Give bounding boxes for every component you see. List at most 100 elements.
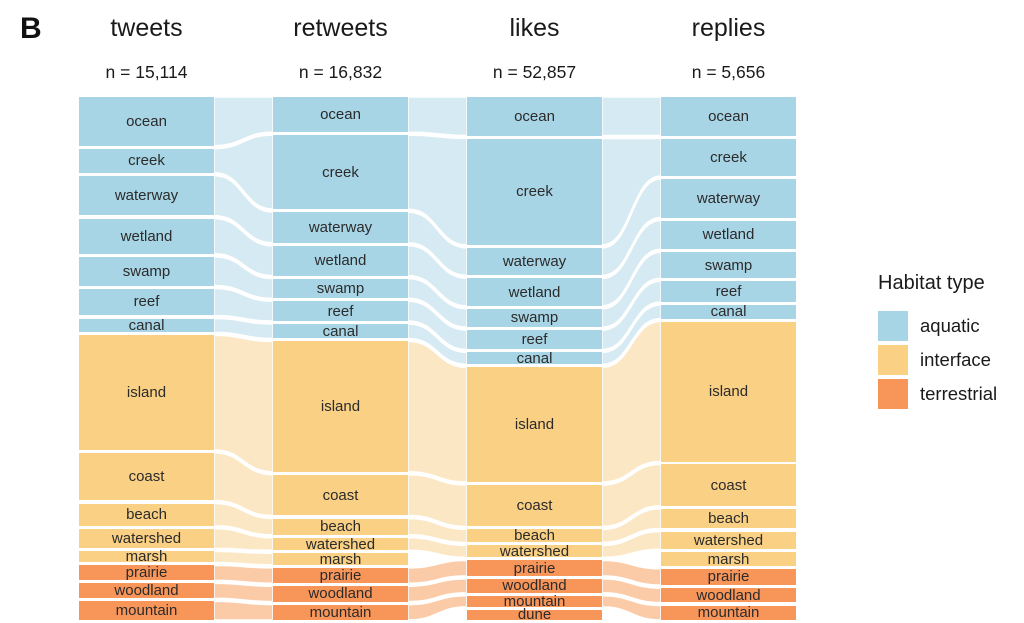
- node-waterway: waterway: [661, 179, 796, 218]
- node-label: wetland: [120, 227, 173, 245]
- flow-creek: [601, 137, 662, 246]
- node-label: creek: [128, 152, 165, 170]
- terrestrial-swatch: [878, 379, 908, 409]
- node-label: swamp: [704, 256, 753, 274]
- node-swamp: swamp: [273, 278, 408, 299]
- node-ocean: ocean: [273, 97, 408, 133]
- column-header-retweets: retweets: [293, 14, 388, 42]
- node-prairie: prairie: [273, 567, 408, 584]
- flow-beach: [601, 508, 662, 544]
- flow-canal: [601, 304, 662, 366]
- flow-canal: [213, 317, 274, 340]
- node-wetland: wetland: [467, 278, 602, 306]
- flow-watershed: [407, 537, 468, 559]
- node-label: waterway: [308, 218, 373, 236]
- flow-ocean: [213, 96, 274, 147]
- node-ocean: ocean: [79, 97, 214, 146]
- node-ocean: ocean: [467, 97, 602, 136]
- node-creek: creek: [661, 138, 796, 176]
- node-island: island: [467, 367, 602, 482]
- node-reef: reef: [273, 301, 408, 321]
- flow-swamp: [407, 277, 468, 328]
- node-beach: beach: [467, 528, 602, 543]
- node-waterway: waterway: [79, 175, 214, 216]
- flow-prairie: [407, 559, 468, 584]
- flow-coast: [213, 452, 274, 517]
- node-ocean: ocean: [661, 97, 796, 136]
- node-label: reef: [327, 302, 354, 320]
- flow-coast: [601, 463, 662, 528]
- node-label: woodland: [308, 585, 373, 603]
- node-label: creek: [322, 163, 359, 181]
- node-woodland: woodland: [273, 585, 408, 603]
- flow-reef: [213, 287, 274, 322]
- node-island: island: [79, 335, 214, 450]
- node-creek: creek: [79, 148, 214, 173]
- node-label: marsh: [707, 550, 750, 568]
- flow-wetland: [407, 245, 468, 307]
- node-label: mountain: [697, 604, 760, 622]
- node-watershed: watershed: [661, 531, 796, 550]
- node-swamp: swamp: [467, 308, 602, 328]
- node-prairie: prairie: [467, 559, 602, 577]
- legend-item-interface: interface: [876, 345, 1024, 375]
- flow-island: [213, 334, 274, 473]
- node-label: island: [126, 384, 167, 402]
- node-label: swamp: [122, 262, 171, 280]
- node-reef: reef: [79, 288, 214, 316]
- node-marsh: marsh: [79, 548, 214, 566]
- node-label: coast: [128, 468, 165, 486]
- node-label: beach: [126, 506, 167, 524]
- flow-waterway: [407, 211, 468, 277]
- flow-prairie: [213, 564, 274, 584]
- node-label: swamp: [510, 309, 559, 327]
- node-label: creek: [516, 183, 553, 201]
- flow-beach: [213, 502, 274, 536]
- column-header-likes: likes: [509, 14, 560, 42]
- flow-mountain: [407, 595, 468, 621]
- flow-woodland: [601, 578, 662, 604]
- flow-ocean: [407, 96, 468, 137]
- node-label: wetland: [314, 252, 367, 270]
- node-label: waterway: [114, 187, 179, 205]
- column-n-likes: n = 52,857: [492, 62, 577, 82]
- node-coast: coast: [661, 464, 796, 506]
- node-reef: reef: [467, 330, 602, 350]
- node-canal: canal: [273, 324, 408, 339]
- node-waterway: waterway: [467, 247, 602, 276]
- node-label: reef: [715, 283, 742, 301]
- node-mountain: mountain: [661, 604, 796, 622]
- legend-label: aquatic: [920, 315, 980, 336]
- interface-swatch: [878, 345, 908, 375]
- node-label: ocean: [514, 107, 555, 125]
- node-watershed: watershed: [79, 528, 214, 549]
- flow-creek: [213, 134, 274, 210]
- node-label: canal: [516, 349, 553, 367]
- node-label: prairie: [513, 559, 556, 577]
- node-reef: reef: [661, 281, 796, 302]
- legend-label: terrestrial: [920, 383, 998, 404]
- node-label: marsh: [125, 548, 168, 566]
- node-label: canal: [710, 303, 747, 321]
- node-label: ocean: [320, 106, 361, 124]
- flow-coast: [407, 473, 468, 528]
- node-beach: beach: [661, 508, 796, 529]
- node-woodland: woodland: [661, 588, 796, 603]
- panel-label: B: [20, 12, 42, 45]
- column-n-tweets: n = 15,114: [105, 62, 188, 82]
- node-label: watershed: [305, 535, 376, 553]
- node-label: beach: [320, 518, 361, 536]
- node-label: island: [320, 397, 361, 415]
- legend-item-aquatic: aquatic: [876, 311, 1024, 341]
- node-beach: beach: [273, 518, 408, 536]
- node-label: coast: [322, 486, 359, 504]
- node-label: watershed: [499, 542, 570, 560]
- flow-mountain: [601, 595, 662, 621]
- node-label: woodland: [114, 582, 179, 600]
- node-label: prairie: [707, 568, 750, 586]
- flow-mountain: [213, 600, 274, 621]
- flow-ocean: [601, 96, 662, 137]
- node-marsh: marsh: [661, 550, 796, 568]
- node-prairie: prairie: [79, 565, 214, 580]
- node-label: reef: [521, 331, 548, 349]
